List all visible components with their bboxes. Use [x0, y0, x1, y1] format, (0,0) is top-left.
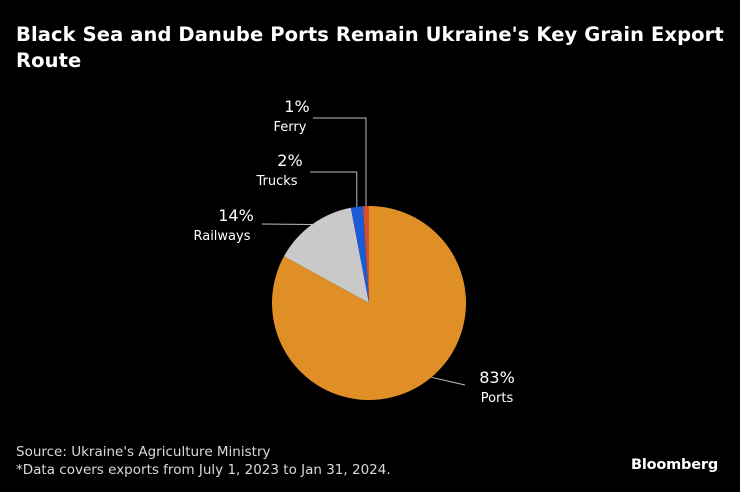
data-label-ferry-value: 1%	[284, 97, 309, 116]
data-label-railways-name: Railways	[193, 229, 250, 244]
data-note: *Data covers exports from July 1, 2023 t…	[16, 462, 391, 478]
data-label-ferry-name: Ferry	[274, 120, 307, 135]
pie-slice-ports	[272, 206, 467, 400]
bloomberg-logo: Bloomberg	[631, 457, 718, 473]
source-note: Source: Ukraine's Agriculture Ministry	[16, 444, 271, 460]
pie-slice-railways	[284, 207, 369, 303]
pie-slice-trucks	[350, 206, 369, 303]
chart-title: Black Sea and Danube Ports Remain Ukrain…	[16, 23, 724, 72]
data-label-railways-value: 14%	[218, 206, 254, 225]
leader-line-trucks	[310, 171, 358, 207]
data-label-trucks-value: 2%	[277, 151, 302, 170]
chart-footer: Source: Ukraine's Agriculture Ministry *…	[16, 443, 391, 479]
leader-line-railways	[261, 223, 313, 225]
leader-line-ports	[431, 376, 466, 386]
pie-slice-ferry	[362, 206, 369, 303]
data-label-ports-value: 83%	[479, 368, 515, 387]
data-label-trucks-name: Trucks	[255, 174, 297, 189]
leader-line-ferry	[313, 117, 367, 206]
data-label-ports-name: Ports	[481, 391, 514, 406]
